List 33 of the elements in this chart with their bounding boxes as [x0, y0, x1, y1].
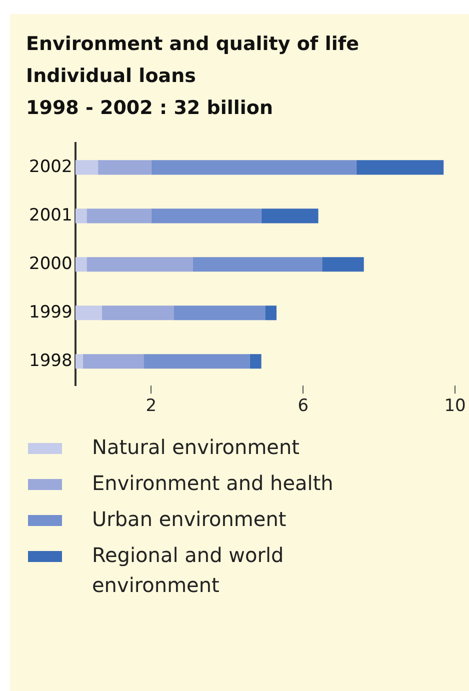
bar — [261, 208, 318, 224]
legend-label: Regional and world environment — [92, 542, 285, 599]
bar — [75, 306, 102, 320]
x-tick-label: 6 — [298, 396, 309, 416]
bar — [75, 160, 98, 175]
bar — [75, 208, 87, 224]
y-tick-label: 2000 — [29, 254, 72, 274]
bar — [250, 354, 262, 369]
legend-label: Environment and health — [92, 470, 334, 497]
bar — [86, 208, 152, 224]
bar — [265, 306, 277, 320]
legend-label: Urban environment — [92, 506, 288, 533]
y-tick-label: 2001 — [29, 205, 72, 226]
y-tick-label: 2002 — [29, 156, 72, 177]
bar — [98, 160, 152, 175]
bar — [75, 354, 83, 369]
bar — [82, 354, 144, 369]
bar — [75, 257, 87, 272]
y-tick-label: 1998 — [29, 350, 72, 371]
bar — [102, 306, 174, 320]
legend-label: Natural environment — [92, 434, 300, 461]
chart-title: Environment and quality of life Individual loans 1998 - 2002 : 32 billion — [26, 32, 360, 121]
bar — [151, 160, 356, 175]
bar — [144, 354, 250, 369]
x-tick-label: 2 — [146, 396, 157, 416]
bar — [151, 208, 262, 224]
x-tick-label: 10 — [444, 396, 466, 416]
bar — [174, 306, 266, 320]
bar — [322, 257, 364, 272]
bar — [356, 160, 444, 175]
bar — [86, 257, 193, 272]
y-tick-label: 1999 — [29, 302, 72, 322]
bar — [192, 257, 322, 272]
